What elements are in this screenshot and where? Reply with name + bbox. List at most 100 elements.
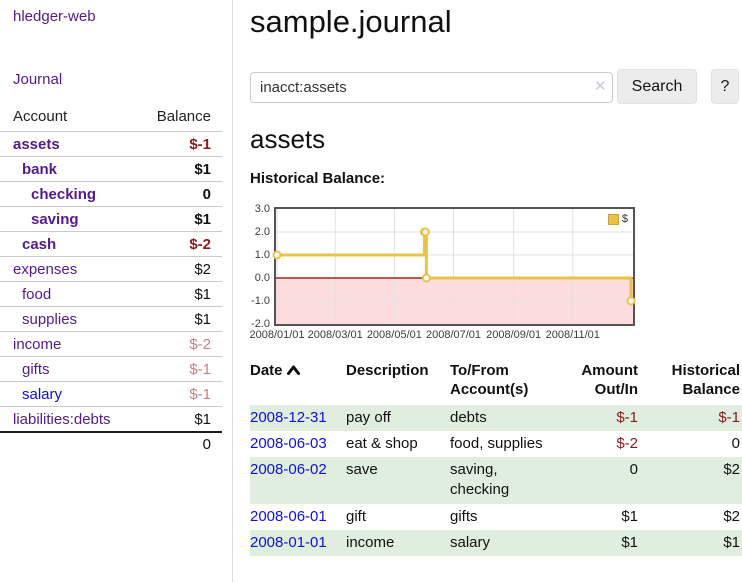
account-link-food[interactable]: food (22, 285, 52, 303)
x-axis-tick: 2008/03/01 (307, 329, 363, 341)
x-axis-tick: 2008/07/01 (425, 329, 482, 341)
account-link-gifts[interactable]: gifts (22, 360, 50, 378)
account-link-liabilities-debts[interactable]: liabilities:debts (13, 410, 111, 428)
register-balance-cell: $-1 (718, 408, 740, 426)
register-balance-cell: $1 (723, 533, 740, 551)
account-balance: $2 (194, 260, 211, 278)
chart-legend: $ (607, 213, 628, 225)
account-column-header: Account (13, 108, 68, 125)
historical-balance-chart: 3.0 2.0 1.0 0.0 -1.0 -2.0 $ 2008/01/01 2008/03… (249, 203, 742, 353)
register-date-cell: 2008-06-02 (250, 457, 346, 504)
register-amount-cell: $1 (621, 507, 638, 525)
y-axis-tick: 2.0 (254, 226, 270, 238)
transaction-date-link[interactable]: 2008-06-02 (250, 461, 327, 478)
legend-label: $ (621, 213, 628, 225)
account-row: liabilities:debts $1 (0, 406, 222, 431)
account-row: income $-2 (0, 331, 222, 356)
register-date-cell: 2008-06-03 (250, 431, 346, 457)
x-axis-tick: 2008/01/01 (249, 329, 305, 341)
register-table: Date Description To/From Account(s) Amou… (250, 360, 742, 556)
account-link-supplies[interactable]: supplies (22, 310, 78, 328)
y-axis-tick: -2.0 (251, 318, 270, 330)
column-header-description: Description (346, 362, 429, 379)
y-axis-tick: 0.0 (254, 272, 270, 284)
register-description-cell: save (346, 461, 378, 478)
account-row: bank $1 (0, 156, 222, 181)
register-balance-cell: $2 (723, 461, 740, 478)
register-date-cell: 2008-06-01 (250, 504, 346, 530)
account-balance: $1 (194, 160, 211, 178)
y-axis-tick: -1.0 (251, 295, 270, 307)
search-button[interactable]: Search (617, 69, 697, 104)
register-description-cell: income (346, 533, 395, 551)
register-date-cell: 2008-12-31 (250, 405, 346, 431)
register-row: 2008-12-31 pay off debts $-1 $-1 (250, 404, 742, 431)
register-row: 2008-06-02 save saving, checking 0 $2 (250, 457, 742, 504)
page-title: sample.journal (250, 4, 452, 39)
account-row: saving $1 (0, 206, 222, 231)
accounts-table-header: Account Balance (0, 104, 222, 131)
account-balance: $1 (194, 210, 211, 228)
register-balance-cell: 0 (731, 434, 740, 452)
accounts-table: Account Balance assets $-1 bank $1 checking 0… (0, 104, 222, 456)
account-balance: 0 (202, 185, 211, 203)
account-link-cash[interactable]: cash (22, 235, 57, 253)
account-balance: $-2 (189, 335, 211, 353)
account-balance: $-2 (189, 235, 211, 253)
account-balance: $1 (194, 310, 211, 328)
register-accounts-cell: saving, checking (450, 461, 510, 499)
y-axis-tick: 3.0 (254, 203, 270, 215)
clear-search-icon[interactable]: ✕ (594, 78, 607, 95)
column-header-date[interactable]: Date (250, 360, 346, 405)
transaction-date-link[interactable]: 2008-06-03 (250, 434, 327, 452)
accounts-total-value: 0 (202, 436, 211, 453)
register-amount-cell: 0 (629, 461, 638, 478)
account-row: checking 0 (0, 181, 222, 206)
register-row: 2008-06-01 gift gifts $1 $2 (250, 504, 742, 530)
account-link-saving[interactable]: saving (31, 210, 79, 228)
account-balance: $-1 (189, 385, 211, 403)
account-link-checking[interactable]: checking (31, 185, 97, 203)
balance-column-header: Balance (156, 108, 211, 125)
account-balance: $1 (194, 410, 211, 428)
register-row: 2008-01-01 income salary $1 $1 (250, 529, 742, 556)
help-button[interactable]: ? (711, 69, 739, 104)
x-axis-tick: 2008/11/01 (545, 329, 600, 341)
register-accounts-cell: salary (450, 533, 491, 551)
register-date-cell: 2008-01-01 (250, 530, 346, 556)
chart-canvas (272, 209, 636, 324)
transaction-date-link[interactable]: 2008-12-31 (250, 408, 327, 426)
sidebar: hledger-web Journal Account Balance asse… (0, 0, 233, 582)
register-accounts-cell: food, supplies (450, 434, 543, 452)
y-axis-tick: 1.0 (254, 249, 270, 261)
register-accounts-cell: debts (450, 408, 487, 426)
x-axis-labels: 2008/01/01 2008/03/01 2008/05/01 2008/07/01… (249, 329, 742, 343)
register-description-cell: eat & shop (346, 434, 418, 452)
account-row: cash $-2 (0, 231, 222, 256)
account-row: gifts $-1 (0, 356, 222, 381)
register-header-row: Date Description To/From Account(s) Amou… (250, 360, 742, 405)
transaction-date-link[interactable]: 2008-06-01 (250, 507, 327, 525)
register-amount-cell: $-2 (616, 434, 638, 452)
sort-ascending-icon (286, 362, 300, 381)
account-link-income[interactable]: income (13, 335, 62, 353)
transaction-date-link[interactable]: 2008-01-01 (250, 533, 327, 551)
register-balance-cell: $2 (723, 507, 740, 525)
register-description-cell: pay off (346, 408, 391, 426)
search-input[interactable] (250, 72, 613, 103)
main-content: sample.journal ✕ Search ? assets Histori… (249, 0, 742, 582)
account-link-bank[interactable]: bank (22, 160, 58, 178)
register-body: 2008-12-31 pay off debts $-1 $-1 2008-06-03 ea… (250, 404, 742, 556)
account-balance: $-1 (189, 135, 211, 153)
y-axis-labels: 3.0 2.0 1.0 0.0 -1.0 -2.0 (250, 203, 270, 330)
account-link-salary[interactable]: salary (22, 385, 63, 403)
sidebar-item-journal[interactable]: Journal (13, 71, 63, 88)
account-balance: $-1 (189, 360, 211, 378)
register-description-cell: gift (346, 507, 367, 525)
account-link-assets[interactable]: assets (13, 135, 60, 153)
account-row: supplies $1 (0, 306, 222, 331)
account-link-expenses[interactable]: expenses (13, 260, 78, 278)
chart-title: Historical Balance: (250, 170, 386, 187)
app-brand-link[interactable]: hledger-web (13, 8, 96, 25)
column-header-balance: Historical Balance (671, 362, 740, 398)
